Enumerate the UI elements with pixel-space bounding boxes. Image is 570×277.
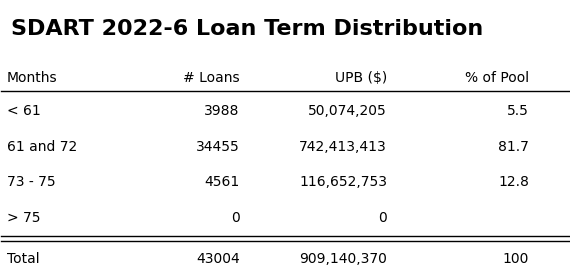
Text: 100: 100 (503, 252, 529, 266)
Text: 34455: 34455 (196, 140, 239, 154)
Text: Months: Months (7, 71, 58, 85)
Text: UPB ($): UPB ($) (335, 71, 387, 85)
Text: 43004: 43004 (196, 252, 239, 266)
Text: 909,140,370: 909,140,370 (299, 252, 387, 266)
Text: 50,074,205: 50,074,205 (308, 104, 387, 118)
Text: 4561: 4561 (205, 175, 239, 189)
Text: Total: Total (7, 252, 40, 266)
Text: < 61: < 61 (7, 104, 41, 118)
Text: 116,652,753: 116,652,753 (299, 175, 387, 189)
Text: % of Pool: % of Pool (465, 71, 529, 85)
Text: 0: 0 (378, 211, 387, 225)
Text: 61 and 72: 61 and 72 (7, 140, 78, 154)
Text: SDART 2022-6 Loan Term Distribution: SDART 2022-6 Loan Term Distribution (11, 19, 484, 39)
Text: 3988: 3988 (204, 104, 239, 118)
Text: 73 - 75: 73 - 75 (7, 175, 56, 189)
Text: 742,413,413: 742,413,413 (299, 140, 387, 154)
Text: 81.7: 81.7 (498, 140, 529, 154)
Text: # Loans: # Loans (183, 71, 239, 85)
Text: 12.8: 12.8 (498, 175, 529, 189)
Text: 5.5: 5.5 (507, 104, 529, 118)
Text: > 75: > 75 (7, 211, 40, 225)
Text: 0: 0 (231, 211, 239, 225)
